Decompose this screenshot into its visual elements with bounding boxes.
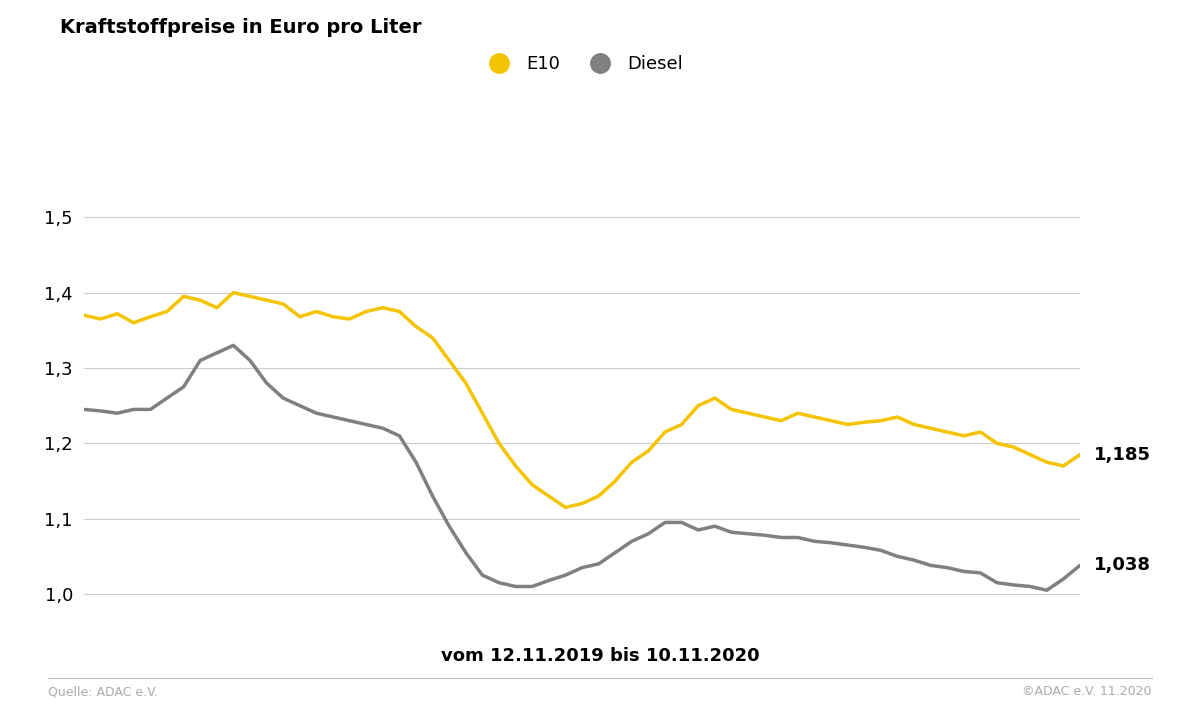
Text: Kraftstoffpreise in Euro pro Liter: Kraftstoffpreise in Euro pro Liter: [60, 18, 421, 37]
Text: 1,038: 1,038: [1094, 556, 1151, 574]
Legend: E10, Diesel: E10, Diesel: [474, 48, 690, 80]
Text: vom 12.11.2019 bis 10.11.2020: vom 12.11.2019 bis 10.11.2020: [440, 647, 760, 665]
Text: 1,185: 1,185: [1094, 446, 1151, 464]
Text: Quelle: ADAC e.V.: Quelle: ADAC e.V.: [48, 685, 158, 698]
Text: ©ADAC e.V. 11.2020: ©ADAC e.V. 11.2020: [1022, 685, 1152, 698]
